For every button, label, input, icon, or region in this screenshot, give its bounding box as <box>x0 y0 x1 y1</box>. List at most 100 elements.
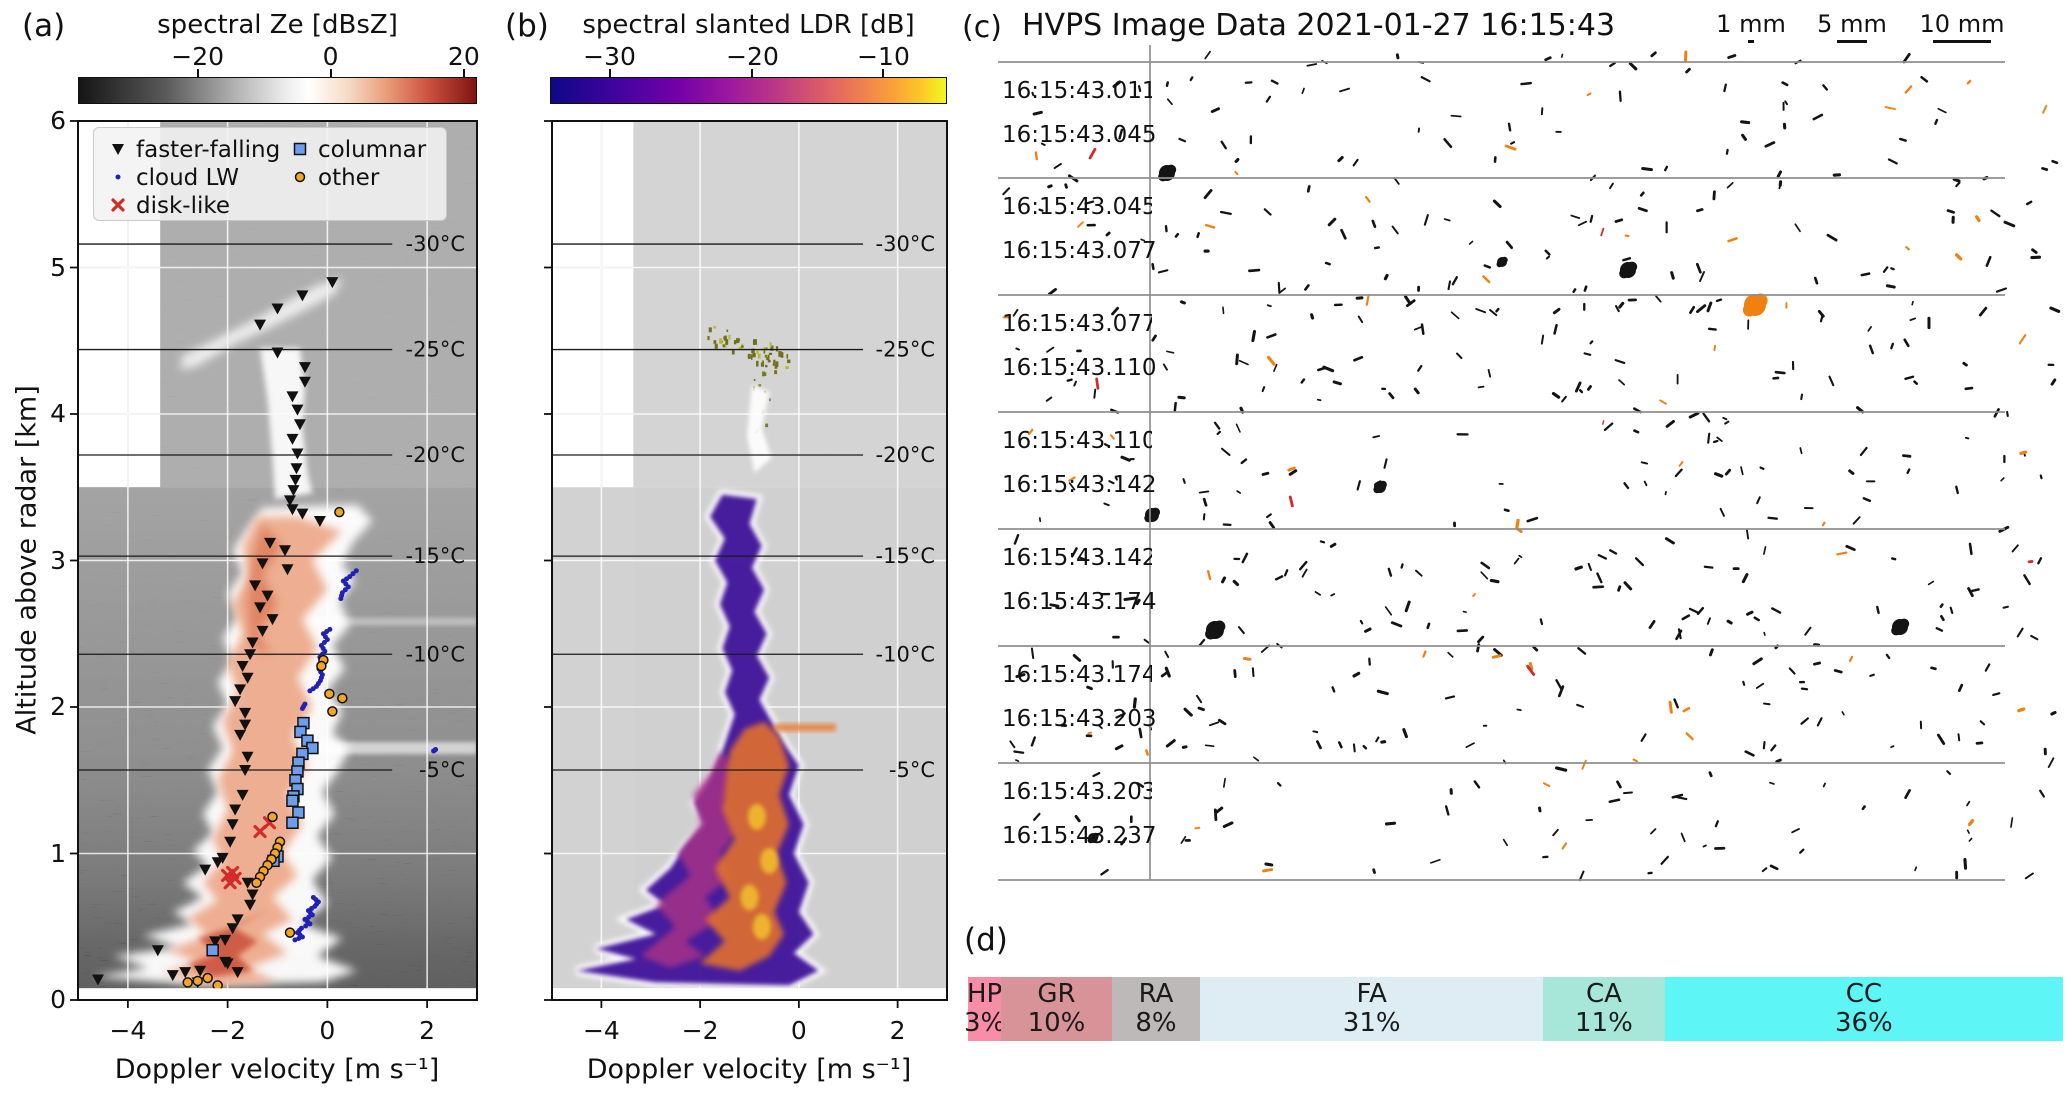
class-label: CA <box>1585 979 1622 1009</box>
timestamp-end: 16:15:43.110 <box>1002 355 1157 381</box>
y-tick-label: 6 <box>50 106 66 135</box>
colorbar-tick-label: 20 <box>447 42 480 71</box>
class-percent: 36% <box>1834 1008 1893 1038</box>
colorbar-b <box>550 77 947 104</box>
temperature-label: -15°C <box>876 544 935 568</box>
timestamp-end: 16:15:43.174 <box>1002 589 1157 615</box>
spectrogram-b: -30°C -25°C -20°C -15°C -10°C -5°C <box>544 120 948 1008</box>
colorbar-tick-label: −10 <box>857 42 910 71</box>
colorbar-tick-mark <box>882 69 885 77</box>
particle-image-panel <box>998 45 2061 882</box>
square-icon <box>293 142 307 156</box>
y-tick-label: 4 <box>50 399 66 428</box>
legend: faster-falling cloud LW disk-like columnar o… <box>93 127 447 221</box>
class-segment-ca: CA 11% <box>1543 977 1665 1041</box>
temperature-label: -25°C <box>406 338 465 362</box>
class-label: CC <box>1845 979 1883 1009</box>
class-percent: 3% <box>963 1008 1006 1038</box>
triangle-down-icon <box>112 144 124 155</box>
x-tick-label: 0 <box>790 1016 807 1045</box>
x-axis-label-a: Doppler velocity [m s⁻¹] <box>114 1054 440 1085</box>
scale-bar <box>1748 40 1754 43</box>
timestamp-end: 16:15:43.203 <box>1002 706 1157 732</box>
class-segment-gr: GR 10% <box>1001 977 1112 1041</box>
timestamp-start: 16:15:43.045 <box>1002 194 1152 220</box>
x-tick-label: 2 <box>419 1016 436 1045</box>
legend-item-label: other <box>318 165 380 191</box>
colorbar-a <box>78 77 477 104</box>
x-tick-label: −2 <box>209 1016 247 1045</box>
colorbar-tick-mark <box>196 69 199 77</box>
class-label: RA <box>1138 979 1174 1009</box>
temperature-label: -10°C <box>876 642 935 666</box>
timestamp-start: 16:15:43.110 <box>1002 428 1152 454</box>
scale-bar <box>1837 40 1867 43</box>
class-segment-fa: FA 31% <box>1200 977 1544 1041</box>
legend-item-label: columnar <box>318 137 427 163</box>
x-tick-label: 0 <box>319 1016 336 1045</box>
class-percent: 11% <box>1575 1008 1633 1038</box>
temperature-label: -5°C <box>889 758 935 782</box>
temperature-label: -5°C <box>419 758 465 782</box>
colorbar-tick-label: −30 <box>583 42 636 71</box>
colorbar-a-title: spectral Ze [dBsZ] <box>157 10 398 40</box>
colorbar-tick-mark <box>751 69 754 77</box>
timestamp-end: 16:15:43.077 <box>1002 238 1157 264</box>
class-percent: 10% <box>1027 1008 1086 1038</box>
class-segment-ra: RA 8% <box>1111 977 1201 1041</box>
colorbar-tick-label: −20 <box>171 42 225 71</box>
colorbar-tick-label: −20 <box>726 42 779 71</box>
timestamp-end: 16:15:43.142 <box>1002 472 1157 498</box>
panel-c-label: (c) <box>962 10 1002 45</box>
legend-item-label: disk-like <box>136 193 231 219</box>
class-label: GR <box>1037 979 1076 1009</box>
temperature-label: -10°C <box>406 642 465 666</box>
temperature-label: -15°C <box>406 544 465 568</box>
colorbar-b-title: spectral slanted LDR [dB] <box>582 10 915 40</box>
class-label: HP <box>966 979 1003 1009</box>
circle-icon <box>294 171 306 183</box>
panel-d-label: (d) <box>964 922 1008 958</box>
temperature-label: -30°C <box>406 232 465 256</box>
spectrogram-a: -30°C -25°C -20°C -15°C -10°C -5°C <box>70 120 478 1008</box>
class-percent: 8% <box>1135 1008 1177 1038</box>
y-tick-label: 0 <box>50 985 66 1014</box>
x-tick-label: −4 <box>582 1016 620 1045</box>
panel-b-label: (b) <box>505 8 549 44</box>
timestamp-start: 16:15:43.203 <box>1002 779 1152 805</box>
scale-bar-label: 1 mm <box>1716 10 1786 38</box>
class-label: FA <box>1356 979 1387 1009</box>
x-icon <box>111 198 125 212</box>
scale-bar-label: 5 mm <box>1817 10 1887 38</box>
legend-item-label: cloud LW <box>136 165 240 191</box>
timestamp-end: 16:15:43.045 <box>1002 122 1157 148</box>
colorbar-tick-mark <box>329 69 332 77</box>
y-tick-label: 3 <box>50 545 66 575</box>
temperature-label: -20°C <box>406 443 465 467</box>
scale-bar <box>1933 40 1991 43</box>
temperature-label: -20°C <box>876 443 935 467</box>
class-segment-hp: HP 3% <box>964 977 1005 1041</box>
x-tick-label: 2 <box>889 1016 906 1045</box>
y-tick-label: 2 <box>50 692 66 721</box>
legend-item-label: faster-falling <box>136 137 281 163</box>
classification-bar: HP 3% GR 10% RA 8% FA 31% CA 11% CC 36% <box>964 977 2063 1041</box>
x-tick-label: −2 <box>681 1016 719 1045</box>
timestamp-start: 16:15:43.011 <box>1002 78 1152 104</box>
y-tick-label: 5 <box>50 252 66 282</box>
timestamp-start: 16:15:43.077 <box>1002 311 1152 337</box>
colorbar-tick-mark <box>608 69 611 77</box>
scale-bar-label: 10 mm <box>1919 10 2005 38</box>
timestamp-start: 16:15:43.142 <box>1002 545 1152 571</box>
dot-icon <box>115 174 121 180</box>
panel-a-label: (a) <box>22 8 66 44</box>
temperature-label: -25°C <box>876 338 935 362</box>
colorbar-tick-label: 0 <box>322 42 339 71</box>
x-axis-label-b: Doppler velocity [m s⁻¹] <box>586 1054 912 1085</box>
class-percent: 31% <box>1342 1008 1401 1038</box>
panel-c-title: HVPS Image Data 2021-01-27 16:15:43 <box>1022 8 1616 43</box>
timestamp-start: 16:15:43.174 <box>1002 662 1152 688</box>
class-segment-cc: CC 36% <box>1664 977 2063 1041</box>
colorbar-tick-mark <box>462 69 465 77</box>
